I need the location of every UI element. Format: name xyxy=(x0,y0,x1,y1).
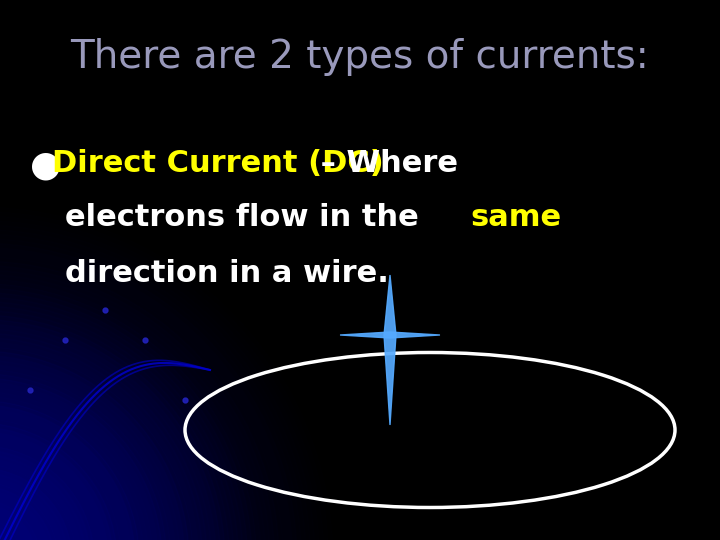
Circle shape xyxy=(0,531,9,540)
Circle shape xyxy=(0,522,18,540)
Circle shape xyxy=(0,468,72,540)
Circle shape xyxy=(0,513,27,540)
Circle shape xyxy=(0,432,108,540)
Circle shape xyxy=(0,526,14,540)
Text: electrons flow in the: electrons flow in the xyxy=(65,204,429,233)
Circle shape xyxy=(0,414,126,540)
Circle shape xyxy=(0,446,94,540)
Circle shape xyxy=(0,418,122,540)
Text: There are 2 types of currents:: There are 2 types of currents: xyxy=(71,38,649,76)
Polygon shape xyxy=(384,275,396,425)
Circle shape xyxy=(0,436,104,540)
Circle shape xyxy=(0,428,112,540)
Circle shape xyxy=(0,423,117,540)
Circle shape xyxy=(0,482,58,540)
Circle shape xyxy=(0,509,32,540)
Circle shape xyxy=(0,500,40,540)
Circle shape xyxy=(0,463,76,540)
Text: ●: ● xyxy=(30,148,61,182)
Text: same: same xyxy=(470,204,561,233)
Circle shape xyxy=(0,450,90,540)
Circle shape xyxy=(0,472,68,540)
Text: – Where: – Where xyxy=(310,148,458,178)
Circle shape xyxy=(0,441,99,540)
Circle shape xyxy=(0,455,86,540)
Circle shape xyxy=(0,477,63,540)
Circle shape xyxy=(0,486,54,540)
Circle shape xyxy=(0,490,50,540)
Circle shape xyxy=(0,536,4,540)
Text: Direct Current (DC): Direct Current (DC) xyxy=(52,148,384,178)
Circle shape xyxy=(0,405,135,540)
Polygon shape xyxy=(340,332,440,338)
Circle shape xyxy=(0,517,22,540)
Circle shape xyxy=(0,459,81,540)
Circle shape xyxy=(0,495,45,540)
Circle shape xyxy=(0,504,36,540)
Circle shape xyxy=(0,409,130,540)
Text: direction in a wire.: direction in a wire. xyxy=(65,259,389,287)
